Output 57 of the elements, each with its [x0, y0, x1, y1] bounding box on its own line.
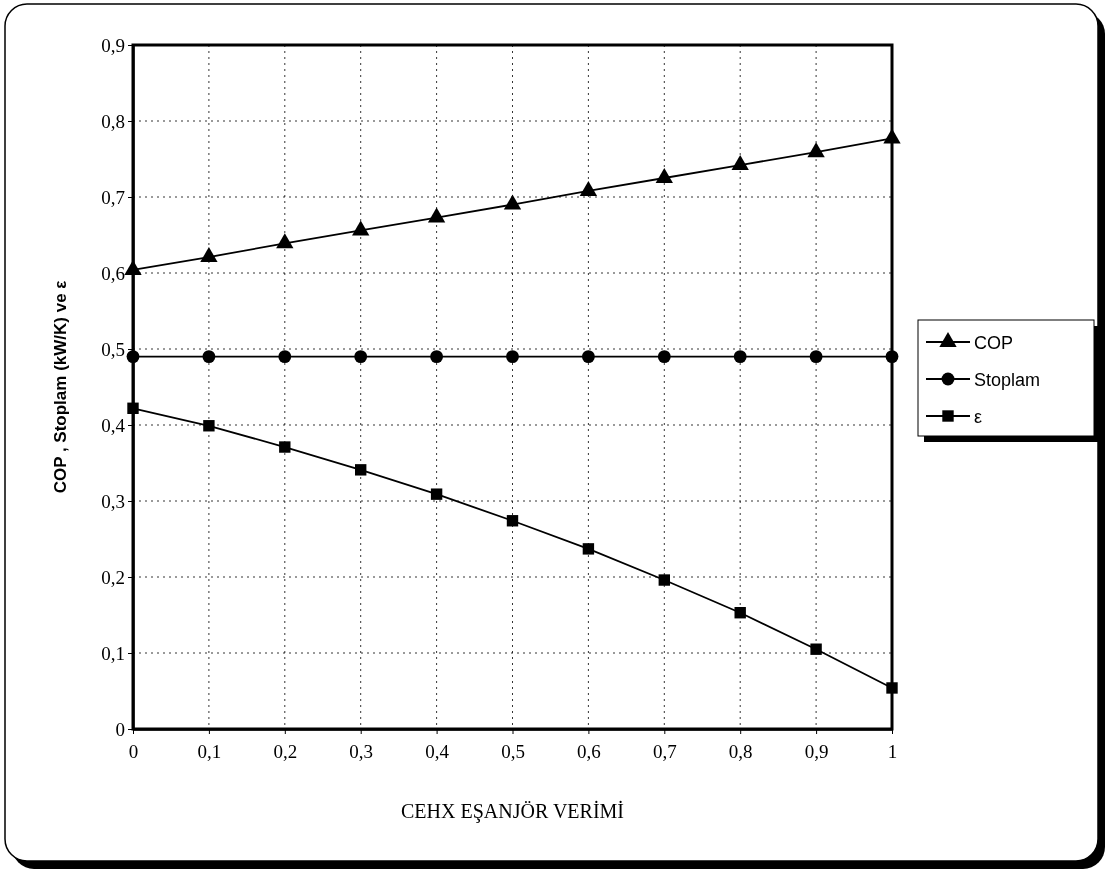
point: [657, 350, 671, 364]
x-tick-label: 0,7: [652, 740, 677, 762]
y-axis-title: COP , Stoplam (kW/K) ve ε: [51, 280, 70, 494]
point: [733, 350, 747, 364]
x-tick-label: 0,8: [728, 740, 753, 762]
point: [582, 543, 595, 555]
point: [885, 350, 899, 364]
point: [352, 220, 370, 236]
y-tick-label: 0,2: [101, 566, 125, 588]
point: [658, 574, 670, 586]
point: [430, 488, 443, 500]
y-tick-label: 0,1: [101, 642, 125, 664]
point: [807, 142, 825, 158]
x-tick-label: 0,5: [501, 740, 525, 762]
point: [655, 168, 673, 183]
point: [278, 350, 292, 364]
point: [883, 128, 901, 144]
point: [203, 420, 215, 432]
point: [579, 180, 598, 196]
point: [355, 464, 367, 476]
legend-label: Stoplam: [974, 370, 1041, 390]
point: [503, 194, 522, 210]
point: [200, 247, 218, 263]
x-tick-label: 0,6: [577, 740, 601, 762]
x-tick-label: 0,3: [349, 740, 374, 762]
point: [734, 607, 746, 619]
x-axis-title: CEHX EŞANJÖR VERİMİ: [401, 800, 624, 823]
y-tick-label: 0,6: [101, 262, 125, 284]
y-tick-label: 0,4: [101, 414, 126, 436]
x-tick-label: 0,1: [197, 740, 222, 762]
legend-label: COP: [974, 333, 1014, 353]
point: [126, 350, 140, 364]
point: [202, 350, 216, 364]
y-tick-label: 0,7: [101, 186, 125, 208]
y-tick-label: 0,9: [101, 34, 125, 56]
y-tick-label: 0,8: [101, 110, 125, 132]
y-tick-label: 0,5: [101, 338, 125, 360]
point: [279, 441, 291, 453]
point: [810, 643, 822, 655]
point: [506, 515, 519, 527]
y-tick-label: 0,3: [101, 490, 125, 512]
point: [886, 682, 898, 694]
point: [731, 155, 749, 171]
point: [430, 350, 444, 364]
x-tick-label: 0,2: [273, 740, 298, 762]
point: [809, 350, 823, 364]
x-tick-label: 0,9: [804, 740, 829, 762]
point: [276, 233, 294, 249]
point: [127, 402, 139, 414]
y-tick-label: 0: [115, 718, 125, 740]
point: [427, 207, 446, 223]
legend-label: ε: [974, 407, 983, 427]
point: [354, 350, 368, 364]
x-tick-label: 1: [887, 740, 898, 762]
x-tick-label: 0,4: [425, 740, 450, 762]
point: [506, 350, 519, 364]
point: [581, 350, 595, 364]
